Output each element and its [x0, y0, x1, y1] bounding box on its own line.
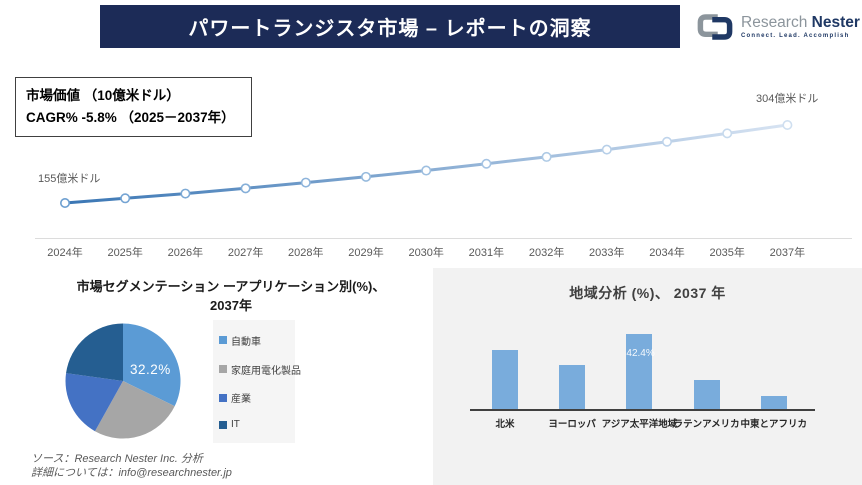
x-axis-tick-label: 2024年 — [47, 247, 83, 259]
line-data-point — [421, 165, 432, 176]
pie-slice-value-label: 32.2% — [130, 362, 171, 377]
x-axis-divider — [35, 238, 852, 239]
legend-item: 産業 — [219, 390, 295, 405]
legend-item: 自動車 — [219, 333, 295, 348]
bar-chart-title: 地域分析 (%)、 2037 年 — [569, 285, 726, 301]
source-note: ソース：Research Nester Inc. 分析 — [31, 453, 203, 465]
contact-note: 詳細については：info@researchnester.jp — [31, 467, 232, 479]
brand-logo: Research Nester Connect. Lead. Accomplis… — [694, 11, 860, 43]
pie-slice-3 — [66, 323, 123, 381]
legend-swatch-icon — [219, 336, 227, 345]
x-axis-tick-label: 2033年 — [589, 247, 625, 259]
line-data-point — [481, 158, 492, 169]
page-title: パワートランジスタ市場 – レポートの洞察 — [188, 18, 592, 40]
logo-text: Research Nester Connect. Lead. Accomplis… — [741, 15, 860, 40]
logo-word-nester: Nester — [811, 13, 860, 31]
footer: ソース：Research Nester Inc. 分析 詳細については：info… — [31, 452, 232, 480]
market-value-box: 市場価値 （10億米ドル） CAGR% -5.8% （2025－2037年） — [15, 77, 252, 137]
region-bar-2: 42.4% — [626, 334, 655, 410]
bar-category-label: 中東とアフリカ — [740, 419, 808, 430]
legend-label: 産業 — [231, 394, 251, 406]
x-axis-tick-label: 2028年 — [288, 247, 324, 259]
x-axis-tick-label: 2032年 — [528, 247, 565, 259]
bar-category-label: ヨーロッパ — [548, 419, 596, 430]
legend-swatch-icon — [219, 420, 227, 429]
x-axis-tick-label: 2025年 — [107, 247, 143, 259]
line-data-point — [661, 136, 672, 147]
bar-category-label: ラテンアメリカ — [673, 419, 740, 430]
pie-slice-0 — [123, 323, 181, 407]
line-data-point — [782, 119, 793, 130]
pie-slice-1 — [94, 381, 175, 439]
legend-swatch-icon — [219, 393, 227, 402]
logo-word-research: Research — [741, 13, 808, 31]
line-data-point — [360, 171, 371, 182]
logo-tagline: Connect. Lead. Accomplish — [741, 33, 850, 40]
line-data-point — [240, 183, 251, 194]
x-axis-tick-label: 2029年 — [348, 247, 384, 259]
region-bar-4 — [760, 395, 787, 410]
x-axis-tick-label: 2037年 — [769, 247, 806, 259]
x-axis-tick-label: 2031年 — [468, 247, 505, 259]
segmentation-pie-chart — [65, 323, 181, 439]
legend-swatch-icon — [219, 365, 227, 374]
cagr-label: CAGR% -5.8% （2025－2037年） — [26, 110, 235, 125]
legend-item: IT — [219, 419, 295, 430]
line-data-point — [59, 198, 70, 209]
legend-label: 家庭用電化製品 — [231, 365, 301, 377]
line-data-point — [300, 177, 311, 188]
line-data-point — [601, 144, 612, 155]
pie-slice-2 — [65, 373, 123, 432]
x-axis-tick-label: 2035年 — [709, 247, 745, 259]
bar-value-label: 42.4% — [626, 348, 655, 359]
pie-chart-title: 市場セグメンテーション ーアプリケーション別(%)、 2037年 — [76, 279, 386, 313]
x-axis-tick-label: 2026年 — [167, 247, 204, 259]
trend-line — [64, 123, 788, 205]
x-axis-tick-label: 2030年 — [408, 247, 444, 259]
legend-label: 自動車 — [231, 336, 261, 348]
x-axis-tick-label: 2034年 — [649, 247, 685, 259]
market-value-label: 市場価値 （10億米ドル） — [26, 88, 180, 103]
region-bar-0 — [492, 349, 518, 410]
line-data-point — [541, 151, 552, 162]
line-start-value-label: 155億米ドル — [38, 173, 101, 185]
bar-category-label: アジア太平洋地域 — [601, 419, 678, 430]
market-trend-line-chart — [59, 119, 793, 209]
line-end-value-label: 304億米ドル — [756, 93, 819, 105]
legend-label: IT — [231, 419, 240, 431]
region-bar-1 — [559, 365, 586, 410]
logo-brackets-icon — [697, 14, 733, 40]
header-bar: パワートランジスタ市場 – レポートの洞察 — [100, 5, 680, 48]
region-bar-3 — [693, 380, 720, 410]
bar-chart-axis — [470, 409, 815, 411]
line-data-point — [120, 193, 131, 204]
pie-legend: 自動車家庭用電化製品 産業 IT — [213, 320, 301, 443]
bar-category-label: 北米 — [495, 419, 515, 430]
line-data-point — [180, 188, 191, 199]
x-axis-tick-label: 2027年 — [227, 247, 264, 259]
legend-item: 家庭用電化製品 — [219, 362, 301, 377]
line-data-point — [722, 128, 733, 139]
